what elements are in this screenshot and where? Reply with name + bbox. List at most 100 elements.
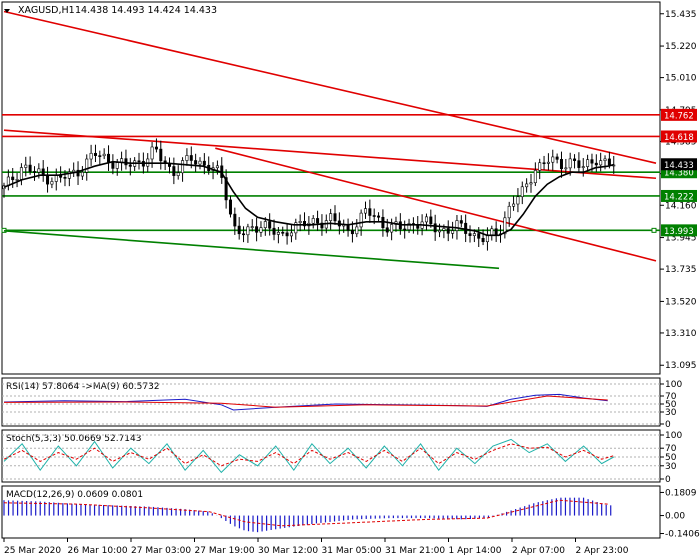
candle-body [512, 203, 516, 207]
stoch-signal-line [3, 443, 614, 467]
candle-body [316, 218, 320, 224]
rsi-lines [2, 383, 660, 425]
candle-body [54, 175, 58, 182]
candle-body [372, 215, 376, 217]
macd-bars [3, 497, 612, 533]
chart-header: XAGUSD,H1 14.438 14.493 14.424 14.433 [4, 5, 217, 16]
candle-body [80, 171, 84, 177]
candle-body [311, 218, 315, 224]
candle-body [215, 165, 219, 169]
indicator-tick-label: 30 [665, 462, 677, 472]
ohlc-values: 14.438 14.493 14.424 14.433 [75, 5, 217, 16]
candle-body [520, 186, 524, 198]
time-tick-label: 31 Mar 05:00 [322, 546, 382, 556]
candle-body [477, 233, 481, 239]
rsi-pane[interactable]: RSI(14) 57.8064 ->MA(9) 60.5732 100 70503… [1, 377, 682, 430]
price-tag-label: 14.433 [664, 161, 694, 171]
candle-body [573, 158, 577, 161]
candle-body [385, 227, 389, 233]
price-tag-label: 14.380 [664, 169, 694, 179]
candle-body [32, 171, 36, 173]
candle-body [124, 158, 128, 166]
candle-body [568, 158, 572, 169]
candle-body [481, 238, 485, 243]
price-tick-label: 13.095 [665, 361, 697, 371]
candle-body [19, 167, 23, 180]
candle-body [490, 228, 494, 236]
candle-body [268, 221, 272, 229]
indicator-tick-label: 50 [665, 453, 677, 463]
price-tag [661, 130, 697, 143]
rsi-label: RSI(14) 57.8064 ->MA(9) 60.5732 [6, 382, 160, 392]
price-tick-label: 13.520 [665, 297, 697, 307]
candle-body [46, 174, 50, 185]
price-tick-label: 15.010 [665, 74, 697, 84]
candle-body [28, 164, 32, 172]
indicator-tick-label: 0 [665, 475, 671, 485]
price-pane[interactable]: 15.43515.22015.01014.79514.58514.37014.1… [1, 1, 697, 375]
candle-body [355, 226, 359, 235]
ma-line [3, 160, 614, 237]
candle-body [272, 227, 276, 235]
level-anchor [651, 227, 657, 233]
time-axis: 25 Mar 2020 26 Mar 10:00 27 Mar 03:00 27 Ma… [3, 538, 629, 556]
moving-average [3, 160, 614, 237]
macd-pane[interactable]: MACD(12,26,9) 0.0609 0.0801 0.1809 0.00 -0… [1, 485, 700, 540]
indicator-tick-label: 70 [665, 392, 677, 402]
candle-body [41, 168, 45, 176]
candle-body [433, 223, 437, 233]
candle-body [320, 222, 324, 229]
horizontal-levels [1, 114, 660, 233]
candle-body [137, 160, 141, 163]
price-tick-label: 13.945 [665, 234, 697, 244]
candle-body [294, 222, 298, 234]
candle-body [303, 221, 307, 227]
price-tag-label: 14.618 [664, 133, 694, 143]
candle-body [172, 166, 176, 176]
candle-body [403, 228, 407, 231]
time-tick-label: 31 Mar 21:00 [385, 546, 445, 556]
candle-body [98, 155, 102, 157]
candle-body [276, 231, 280, 235]
candle-body [102, 153, 106, 157]
candle-body [50, 181, 54, 185]
time-tick-label: 27 Mar 19:00 [195, 546, 255, 556]
candle-body [442, 228, 446, 231]
candle-body [564, 167, 568, 170]
candle-body [115, 162, 119, 169]
candle-body [446, 228, 450, 234]
candle-body [377, 215, 381, 218]
candle-body [525, 183, 529, 188]
candle-body [594, 162, 598, 166]
macd-pane-frame [1, 485, 661, 539]
candle-body [581, 166, 585, 168]
candle-body [198, 160, 202, 165]
candle-body [590, 159, 594, 164]
candle-body [259, 227, 263, 233]
trend-line [3, 10, 657, 164]
candle-body [559, 159, 563, 170]
time-tick-label: 2 Apr 07:00 [512, 546, 565, 556]
indicator-tick-label: 100 [665, 431, 682, 441]
candle-body [150, 146, 154, 160]
candle-body [599, 160, 603, 166]
candle-body [363, 208, 367, 214]
candle-body [298, 221, 302, 223]
candle-body [107, 153, 111, 163]
stoch-lines [2, 434, 660, 480]
price-tag-label: 14.222 [664, 192, 694, 202]
candle-body [359, 212, 363, 228]
candle-body [194, 160, 198, 165]
candle-body [181, 160, 185, 174]
time-tick-label: 1 Apr 14:00 [449, 546, 502, 556]
time-tick-label: 2 Apr 23:00 [576, 546, 629, 556]
candles [2, 138, 616, 251]
candle-body [189, 155, 193, 161]
candle-body [455, 220, 459, 231]
trend-line [3, 129, 657, 180]
triangle-down-icon[interactable] [4, 9, 10, 13]
